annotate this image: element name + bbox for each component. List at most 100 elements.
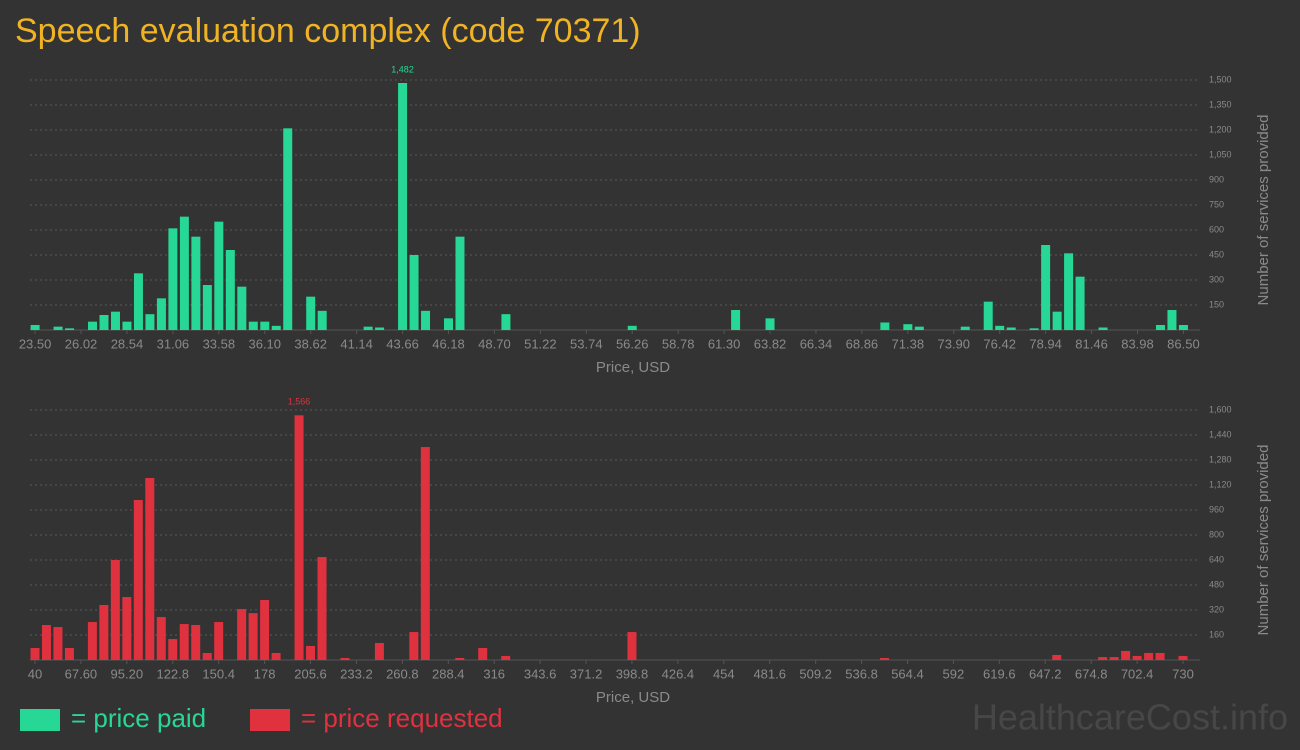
x-tick-label: 426.4	[662, 666, 695, 681]
bar	[30, 647, 40, 660]
bar	[317, 310, 327, 330]
x-tick-label: 122.8	[156, 666, 189, 681]
x-tick-label: 78.94	[1029, 336, 1062, 351]
legend-swatch	[250, 709, 290, 731]
bar	[1052, 311, 1062, 330]
x-tick-label: 86.50	[1167, 336, 1200, 351]
x-tick-label: 150.4	[202, 666, 235, 681]
bar	[501, 314, 511, 330]
x-tick-label: 23.50	[19, 336, 52, 351]
y-tick-label: 800	[1209, 529, 1224, 539]
x-tick-label: 674.8	[1075, 666, 1108, 681]
bar	[1121, 650, 1131, 660]
bar	[398, 83, 408, 330]
x-tick-label: 233.2	[340, 666, 373, 681]
bar	[260, 600, 270, 660]
bar	[168, 639, 178, 660]
bar	[995, 325, 1005, 330]
x-tick-label: 316	[483, 666, 505, 681]
x-tick-label: 51.22	[524, 336, 557, 351]
x-tick-label: 28.54	[111, 336, 144, 351]
x-tick-label: 205.6	[294, 666, 327, 681]
y-tick-label: 300	[1209, 274, 1224, 284]
bar	[1029, 328, 1039, 330]
bar	[421, 310, 431, 330]
bar	[191, 236, 201, 330]
bar	[1132, 655, 1142, 660]
bar	[133, 273, 143, 330]
bar	[880, 322, 890, 330]
bar	[225, 250, 235, 330]
bar	[1144, 652, 1154, 660]
y-tick-label: 160	[1209, 629, 1224, 639]
x-tick-label: 58.78	[662, 336, 695, 351]
bar	[88, 321, 98, 330]
bar	[202, 652, 212, 660]
bar	[731, 310, 741, 330]
bar	[283, 128, 293, 330]
bar	[478, 647, 488, 660]
bar	[65, 328, 75, 330]
bar	[455, 657, 465, 660]
bar	[30, 325, 40, 330]
x-axis-title: Price, USD	[596, 359, 670, 376]
bar	[1109, 657, 1119, 660]
x-tick-label: 81.46	[1075, 336, 1108, 351]
y-tick-label: 1,600	[1209, 404, 1232, 414]
y-tick-label: 450	[1209, 249, 1224, 259]
x-tick-label: 38.62	[294, 336, 327, 351]
page-title: Speech evaluation complex (code 70371)	[15, 12, 641, 50]
bar	[214, 622, 224, 660]
bar	[903, 324, 913, 330]
y-tick-label: 750	[1209, 199, 1224, 209]
bar	[1041, 245, 1051, 330]
x-tick-label: 36.10	[248, 336, 281, 351]
x-tick-label: 41.14	[340, 336, 373, 351]
bar	[145, 314, 155, 330]
bar	[145, 477, 155, 660]
x-tick-label: 288.4	[432, 666, 465, 681]
x-tick-label: 702.4	[1121, 666, 1154, 681]
bar	[1167, 310, 1177, 330]
y-tick-label: 1,050	[1209, 149, 1232, 159]
bar	[133, 500, 143, 660]
x-tick-label: 454	[713, 666, 735, 681]
bar	[1075, 276, 1085, 330]
bar	[168, 228, 178, 330]
bar	[627, 325, 637, 330]
bar	[53, 326, 63, 330]
bar	[110, 311, 120, 330]
bar	[271, 325, 281, 330]
bar	[501, 655, 511, 660]
x-tick-label: 647.2	[1029, 666, 1062, 681]
x-tick-label: 48.70	[478, 336, 511, 351]
legend-label: = price requested	[301, 703, 503, 733]
bar	[99, 315, 109, 330]
bar	[260, 321, 270, 330]
bar	[64, 647, 74, 660]
x-tick-label: 31.06	[157, 336, 190, 351]
bar	[409, 632, 419, 660]
bar	[248, 613, 258, 660]
bar	[960, 326, 970, 330]
bar	[271, 652, 281, 660]
legend-swatch	[20, 709, 60, 731]
x-tick-label: 61.30	[708, 336, 741, 351]
bar	[455, 236, 465, 330]
bar	[179, 624, 189, 660]
bar	[983, 301, 993, 330]
x-tick-label: 83.98	[1121, 336, 1154, 351]
bar	[191, 625, 201, 660]
x-tick-label: 509.2	[799, 666, 832, 681]
y-tick-label: 1,440	[1209, 429, 1232, 439]
y-tick-label: 600	[1209, 224, 1224, 234]
bar	[765, 318, 775, 330]
y-axis-title: Number of services provided	[1255, 115, 1272, 306]
x-tick-label: 40	[28, 666, 42, 681]
bar	[409, 255, 419, 330]
y-tick-label: 640	[1209, 554, 1224, 564]
x-tick-label: 63.82	[754, 336, 787, 351]
bar	[306, 645, 316, 660]
watermark: HealthcareCost.info	[972, 697, 1288, 738]
